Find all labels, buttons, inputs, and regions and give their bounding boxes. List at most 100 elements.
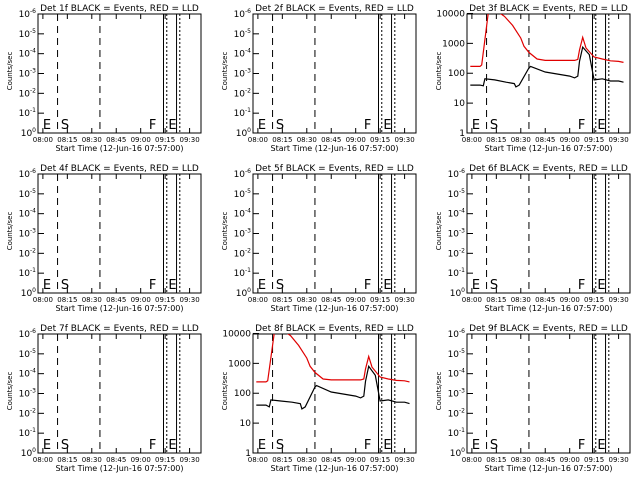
x-tick-label: 08:15	[486, 456, 506, 464]
y-tick-label: 10-6	[234, 8, 252, 20]
event-marker-label: E	[383, 438, 391, 453]
x-axis-label: Start Time (12-Jun-16 07:57:00)	[485, 464, 613, 473]
y-tick-label: 10-6	[448, 168, 466, 180]
detector-panel-3: Det 3f BLACK = Events, RED = LLD 08:00 08:…	[435, 4, 631, 153]
detector-panel-7: Det 7f BLACK = Events, RED = LLD 08:00 08:…	[6, 324, 202, 473]
x-tick-label: 08:15	[486, 136, 506, 144]
y-tick-label: 10-1	[19, 107, 37, 119]
event-marker-label: F	[578, 278, 585, 293]
y-axis-label: Counts/sec	[6, 52, 14, 91]
event-marker-label: E	[597, 438, 605, 453]
x-tick-label: 09:00	[346, 456, 366, 464]
x-tick-label: 08:45	[535, 456, 555, 464]
event-marker-label: E	[168, 438, 176, 453]
detector-panel-9: Det 9f BLACK = Events, RED = LLD 08:00 08:…	[435, 324, 631, 473]
detector-panel-4: Det 4f BLACK = Events, RED = LLD 08:00 08:…	[6, 164, 202, 313]
x-tick-label: 08:15	[57, 296, 77, 304]
series-lld-line	[256, 334, 410, 383]
y-tick-label: 10-1	[234, 267, 252, 279]
x-tick-label: 08:00	[462, 136, 482, 144]
x-tick-label: 08:30	[511, 456, 531, 464]
x-tick-label: 09:30	[608, 296, 628, 304]
event-marker-label: S	[61, 438, 69, 453]
x-tick-label: 09:00	[131, 296, 151, 304]
panel-title: Det 5f BLACK = Events, RED = LLD	[255, 164, 414, 174]
y-tick-label: 10-6	[19, 168, 37, 180]
event-marker-label: E	[258, 438, 266, 453]
y-tick-label: 10	[240, 419, 252, 429]
y-tick-label: 10-4	[448, 368, 466, 380]
event-marker-label: S	[490, 278, 498, 293]
event-marker-label: S	[490, 118, 498, 133]
x-axis-label: Start Time (12-Jun-16 07:57:00)	[56, 304, 184, 313]
x-tick-label: 08:45	[321, 456, 341, 464]
event-marker-label: E	[43, 278, 51, 293]
y-tick-label: 10-3	[448, 228, 466, 240]
x-tick-label: 08:45	[106, 456, 126, 464]
x-tick-label: 08:00	[248, 456, 268, 464]
event-marker-label: S	[276, 118, 284, 133]
y-tick-label: 10-5	[19, 28, 37, 40]
event-marker-label: F	[149, 278, 156, 293]
y-tick-label: 100	[448, 69, 465, 79]
y-tick-label: 1000	[228, 359, 251, 369]
y-tick-label: 10000	[222, 329, 251, 339]
y-axis-label: Counts/sec	[435, 212, 443, 251]
y-tick-label: 10-5	[448, 188, 466, 200]
x-tick-label: 08:30	[511, 136, 531, 144]
x-tick-label: 08:30	[297, 136, 317, 144]
detector-panel-5: Det 5f BLACK = Events, RED = LLD 08:00 08:…	[221, 164, 417, 313]
x-tick-label: 08:30	[82, 136, 102, 144]
x-tick-label: 09:30	[608, 456, 628, 464]
event-marker-label: E	[472, 118, 480, 133]
y-tick-label: 10-2	[234, 87, 252, 99]
x-tick-label: 08:00	[33, 136, 53, 144]
x-axis-label: Start Time (12-Jun-16 07:57:00)	[271, 464, 399, 473]
x-tick-label: 08:45	[106, 296, 126, 304]
y-tick-label: 10-2	[19, 87, 37, 99]
event-marker-label: F	[364, 438, 371, 453]
y-tick-label: 10-2	[19, 247, 37, 259]
y-tick-label: 10-2	[448, 247, 466, 259]
event-marker-label: E	[472, 438, 480, 453]
event-marker-label: E	[258, 118, 266, 133]
series-events-line	[256, 364, 410, 410]
event-marker-label: F	[149, 438, 156, 453]
x-axis-label: Start Time (12-Jun-16 07:57:00)	[271, 304, 399, 313]
event-marker-label: S	[276, 278, 284, 293]
detector-panel-6: Det 6f BLACK = Events, RED = LLD 08:00 08:…	[435, 164, 631, 313]
event-marker-label: E	[597, 118, 605, 133]
y-axis-label: Counts/sec	[6, 212, 14, 251]
x-tick-label: 09:30	[394, 296, 414, 304]
y-tick-label: 100	[234, 389, 251, 399]
y-axis-label: Counts/sec	[435, 52, 443, 91]
x-tick-label: 08:45	[321, 136, 341, 144]
y-tick-label: 1000	[442, 39, 465, 49]
event-marker-label: F	[149, 118, 156, 133]
event-marker-label: E	[43, 118, 51, 133]
event-marker-label: E	[472, 278, 480, 293]
y-tick-label: 10-3	[19, 388, 37, 400]
detector-panel-1: Det 1f BLACK = Events, RED = LLD 08:00 08:…	[6, 4, 202, 153]
x-tick-label: 09:15	[584, 136, 604, 144]
panel-title: Det 9f BLACK = Events, RED = LLD	[469, 324, 628, 334]
y-axis-label: Counts/sec	[221, 212, 229, 251]
x-tick-label: 09:15	[584, 296, 604, 304]
x-axis-label: Start Time (12-Jun-16 07:57:00)	[56, 464, 184, 473]
y-axis-label: Counts/sec	[435, 372, 443, 411]
y-tick-label: 10-1	[19, 427, 37, 439]
x-tick-label: 08:30	[82, 296, 102, 304]
y-tick-label: 10	[454, 99, 466, 109]
y-tick-label: 10-6	[19, 8, 37, 20]
detector-panel-2: Det 2f BLACK = Events, RED = LLD 08:00 08:…	[221, 4, 417, 153]
x-tick-label: 08:15	[57, 456, 77, 464]
event-marker-label: F	[364, 118, 371, 133]
y-tick-label: 10-2	[19, 407, 37, 419]
x-tick-label: 08:30	[511, 296, 531, 304]
x-tick-label: 09:00	[560, 136, 580, 144]
event-marker-label: E	[383, 118, 391, 133]
x-tick-label: 08:30	[82, 456, 102, 464]
event-marker-label: E	[43, 438, 51, 453]
y-tick-label: 10-6	[448, 328, 466, 340]
x-tick-label: 09:15	[370, 136, 390, 144]
